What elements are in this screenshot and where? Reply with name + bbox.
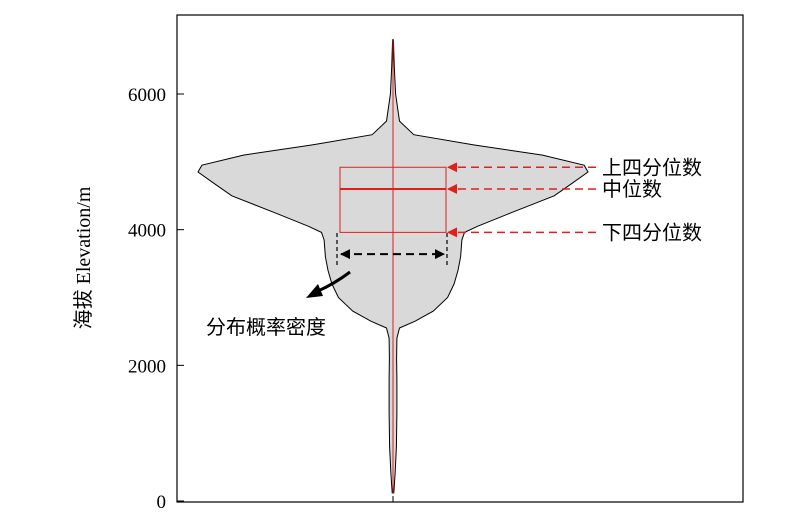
y-tick-label: 4000 <box>128 221 166 242</box>
y-tick-label: 6000 <box>128 85 166 106</box>
density-pointer-arrowhead <box>306 284 323 298</box>
y-axis-title: 海拔 Elevation/m <box>72 186 95 329</box>
density-annotation-label: 分布概率密度 <box>206 315 326 339</box>
iqr-box <box>339 166 447 233</box>
density-pointer-arrow <box>317 270 351 293</box>
y-tick-label: 2000 <box>128 356 166 377</box>
q1-annotation-label: 下四分位数 <box>602 220 702 244</box>
y-axis-ticks: 0 2000 4000 6000 <box>128 85 184 513</box>
plot-frame <box>176 14 744 503</box>
q3-annotation-label: 上四分位数 <box>602 155 702 179</box>
y-tick-label: 0 <box>157 492 167 513</box>
median-annotation-label: 中位数 <box>602 177 662 201</box>
